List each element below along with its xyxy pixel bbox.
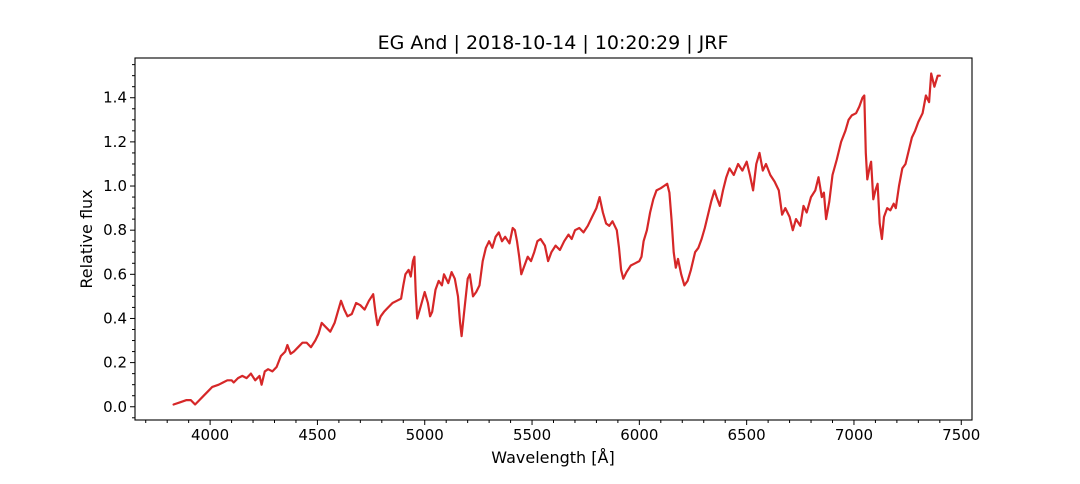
plot-frame — [134, 57, 973, 421]
y-tick-label: 0.6 — [103, 265, 127, 283]
y-tick-label: 1.4 — [103, 89, 127, 107]
y-tick-label: 0.0 — [103, 398, 127, 416]
y-tick-label: 0.8 — [103, 221, 127, 239]
x-tick-label: 4500 — [298, 426, 336, 444]
y-tick-label: 0.4 — [103, 309, 127, 327]
flux-series-line — [172, 72, 941, 406]
x-tick-label: 4000 — [191, 426, 229, 444]
x-tick-label: 5000 — [406, 426, 444, 444]
ticks-group: 4000 4500 5000 5500 6000 6500 7000 7500 0.0 0.2 0.… — [103, 64, 980, 444]
y-tick-label: 1.2 — [103, 133, 127, 151]
x-tick-label: 7000 — [835, 426, 873, 444]
x-tick-label: 6000 — [620, 426, 658, 444]
y-tick-label: 0.2 — [103, 354, 127, 372]
y-axis-label: Relative flux — [77, 189, 96, 288]
x-axis-label: Wavelength [Å] — [491, 448, 614, 467]
x-tick-label: 6500 — [728, 426, 766, 444]
x-tick-label: 5500 — [513, 426, 551, 444]
y-tick-label: 1.0 — [103, 177, 127, 195]
x-tick-label: 7500 — [942, 426, 980, 444]
chart-title: EG And | 2018-10-14 | 10:20:29 | JRF — [378, 32, 729, 54]
